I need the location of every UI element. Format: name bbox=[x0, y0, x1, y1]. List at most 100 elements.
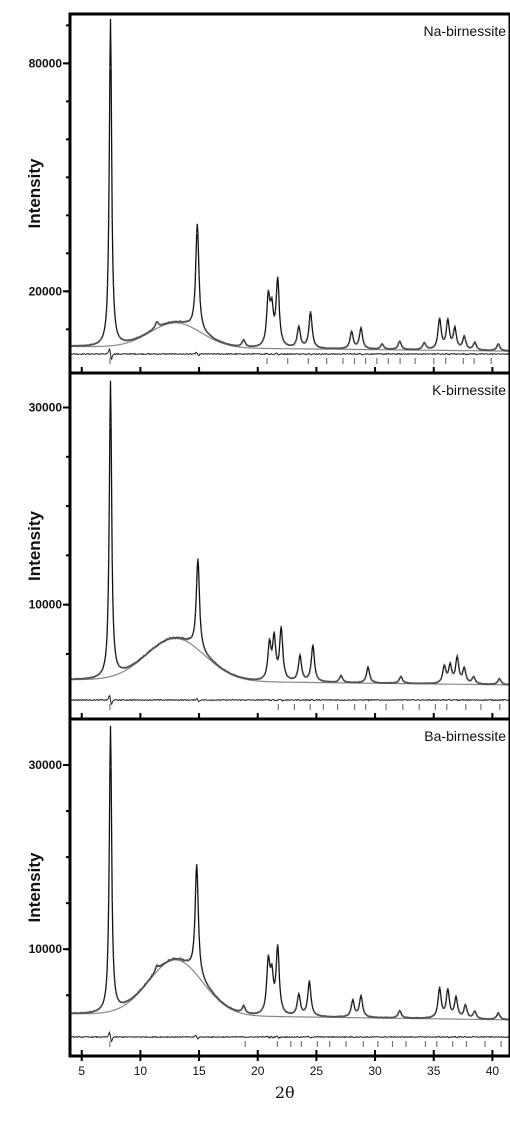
panel-3-observed-point bbox=[348, 1012, 351, 1015]
panel-2-observed-point bbox=[273, 631, 276, 634]
panel-2-observed-point bbox=[314, 666, 317, 669]
panel-2-observed-point bbox=[442, 669, 445, 672]
panel-2-calculated-line bbox=[70, 380, 510, 686]
panel-3-observed-point bbox=[275, 960, 278, 963]
panel-2-observed-point bbox=[104, 657, 107, 660]
panel-2-observed-point bbox=[207, 654, 210, 657]
panel-1-observed-point bbox=[440, 333, 443, 336]
panel-2-observed-point bbox=[268, 637, 271, 640]
panel-2-observed-point bbox=[316, 675, 319, 678]
panel-3-observed-point bbox=[362, 1007, 365, 1010]
panel-2-y-axis-title: Intensity bbox=[25, 511, 44, 581]
panel-3-observed-point bbox=[262, 1004, 265, 1007]
panel-1-observed-point bbox=[432, 345, 435, 348]
panel-3-observed-point bbox=[240, 1008, 243, 1011]
panel-1-observed-point bbox=[107, 217, 110, 220]
panel-3-observed-point bbox=[309, 989, 312, 992]
panel-3-observed-point bbox=[310, 1001, 313, 1004]
panel-2-observed-point bbox=[191, 635, 193, 638]
panel-2-observed-point bbox=[274, 642, 277, 645]
panel-2-observed-point bbox=[117, 662, 120, 665]
panel-2-observed-point bbox=[498, 677, 501, 680]
panel-2-observed-point bbox=[310, 654, 313, 657]
panel-2-observed-point bbox=[194, 611, 197, 613]
panel-2-observed-point bbox=[315, 672, 318, 675]
panel-3-observed-point bbox=[357, 1006, 360, 1009]
panel-3-observed-point bbox=[433, 1012, 436, 1015]
panel-1-observed-point bbox=[264, 323, 267, 326]
panel-2-observed-point bbox=[113, 643, 116, 646]
panel-3-difference-line bbox=[69, 1030, 510, 1043]
panel-1-observed-point bbox=[315, 343, 318, 346]
panel-1-observed-point bbox=[196, 231, 199, 234]
panel-3-y-tick-label: 10000 bbox=[29, 942, 63, 956]
panel-2-observed-point bbox=[280, 625, 283, 628]
panel-1-observed-point bbox=[436, 336, 439, 338]
panel-1-observed-point bbox=[262, 337, 265, 340]
panel-2-observed-point bbox=[192, 632, 195, 635]
panel-1-observed-point bbox=[105, 311, 108, 313]
panel-2-observed-point bbox=[200, 631, 203, 634]
panel-2-observed-point bbox=[341, 676, 344, 679]
panel-3-observed-point bbox=[209, 988, 212, 991]
panel-1-observed-point bbox=[306, 338, 308, 341]
panel-3-observed-point bbox=[294, 1008, 297, 1011]
panel-3-observed-point bbox=[363, 1011, 366, 1014]
panel-1-observed-point bbox=[313, 339, 316, 342]
panel-3-observed-point bbox=[99, 1006, 102, 1008]
panel-3-observed-point bbox=[457, 1007, 460, 1010]
panel-1-observed-point bbox=[459, 343, 462, 346]
panel-3-title: Ba-birnessite bbox=[424, 728, 506, 744]
panel-1-observed-point bbox=[378, 346, 381, 349]
panel-1-observed-point bbox=[283, 341, 286, 344]
panel-2-observed-point bbox=[196, 558, 199, 561]
panel-2-observed-point bbox=[369, 675, 372, 678]
panel-2-observed-point bbox=[308, 671, 311, 674]
panel-3-frame bbox=[68, 717, 510, 1058]
x-tick-label: 5 bbox=[78, 1064, 85, 1078]
panel-3-observed-point bbox=[354, 1008, 357, 1011]
panel-3-observed-point bbox=[475, 1012, 477, 1015]
panel-2-observed-point bbox=[307, 674, 310, 677]
panel-2-observed-point bbox=[462, 669, 465, 672]
panel-3-observed-point bbox=[107, 897, 110, 900]
panel-3-observed-point bbox=[131, 997, 134, 999]
panel-3-observed-points bbox=[69, 765, 510, 1021]
panel-1-observed-point bbox=[310, 320, 313, 323]
panel-3-observed-point bbox=[496, 1014, 499, 1016]
panel-1-observed-point bbox=[205, 329, 208, 332]
panel-3-observed-point bbox=[215, 995, 218, 998]
panel-3-observed-point bbox=[443, 1006, 446, 1009]
panel-3-observed-point bbox=[398, 1009, 401, 1012]
panel-2-observed-point bbox=[340, 674, 342, 677]
panel-3-observed-point bbox=[212, 991, 215, 994]
panel-3-observed-point bbox=[358, 1000, 361, 1003]
panel-3-observed-point bbox=[297, 992, 300, 995]
panel-1-observed-point bbox=[449, 333, 452, 336]
panel-1-observed-point bbox=[423, 341, 426, 344]
panel-2-observed-point bbox=[286, 674, 289, 677]
panel-1-observed-point bbox=[243, 340, 246, 343]
panel-3-observed-point bbox=[103, 998, 105, 1001]
panel-3-observed-point bbox=[211, 990, 213, 992]
panel-3-y-axis-title: Intensity bbox=[25, 852, 44, 922]
panel-3-observed-point bbox=[432, 1014, 435, 1017]
panel-3-observed-point bbox=[499, 1015, 502, 1018]
panel-3-observed-point bbox=[452, 1006, 455, 1009]
panel-1-observed-point bbox=[311, 332, 314, 335]
panel-1-observed-point bbox=[455, 332, 457, 334]
panel-3-observed-point bbox=[453, 1000, 456, 1003]
panel-1-observed-point bbox=[456, 338, 459, 341]
panel-3-calculated-line bbox=[70, 725, 510, 1021]
panel-1-observed-point bbox=[379, 344, 382, 347]
panel-2-observed-point bbox=[337, 678, 340, 681]
panel-2-observed-point bbox=[110, 422, 113, 425]
panel-2-observed-point bbox=[362, 679, 365, 682]
panel-1-observed-point bbox=[352, 340, 355, 342]
panel-2-observed-point bbox=[267, 650, 270, 653]
panel-3-observed-point bbox=[108, 767, 111, 769]
panel-2-observed-point bbox=[470, 679, 473, 681]
panel-2-observed-point bbox=[450, 666, 453, 669]
panel-2-observed-point bbox=[446, 671, 449, 673]
